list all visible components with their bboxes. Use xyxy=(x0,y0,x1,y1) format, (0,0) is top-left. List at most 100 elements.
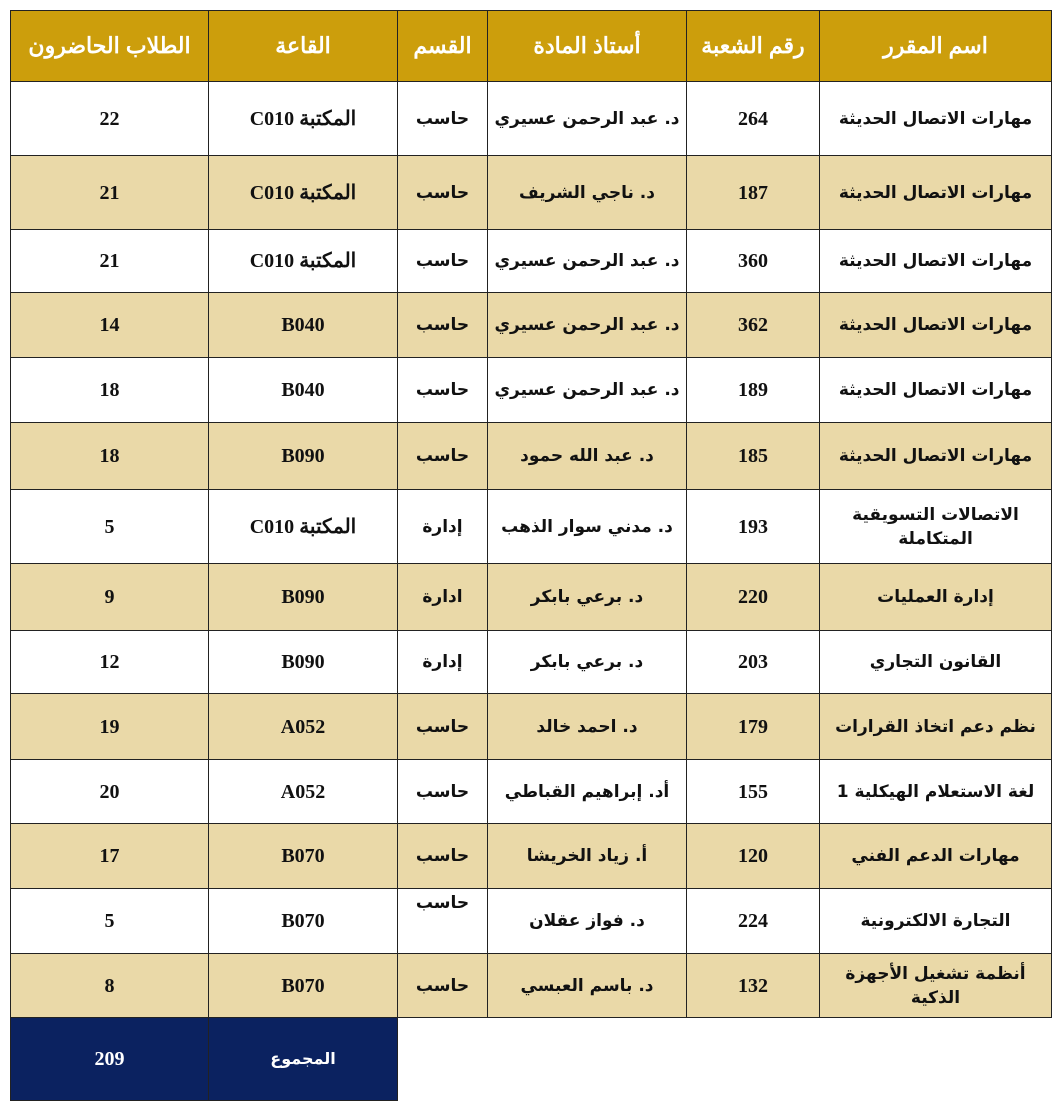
cell-section: 179 xyxy=(686,693,820,760)
cell-students: 5 xyxy=(10,489,209,564)
cell-students: 19 xyxy=(10,693,209,760)
cell-course: مهارات الاتصال الحديثة xyxy=(819,229,1052,293)
header-section: رقم الشعبة xyxy=(686,10,820,82)
cell-prof: د. عبد الله حمود xyxy=(487,422,687,490)
cell-students: 18 xyxy=(10,357,209,423)
cell-dept: حاسب xyxy=(397,229,488,293)
header-students: الطلاب الحاضرون xyxy=(10,10,209,82)
cell-course: مهارات الاتصال الحديثة xyxy=(819,155,1052,230)
cell-section: 264 xyxy=(686,81,820,156)
cell-prof: د. برعي بابكر xyxy=(487,630,687,694)
cell-course: مهارات الاتصال الحديثة xyxy=(819,81,1052,156)
cell-prof: د. احمد خالد xyxy=(487,693,687,760)
header-professor: أستاذ المادة xyxy=(487,10,687,82)
table-row: أنظمة تشغيل الأجهزة الذكية 132 د. باسم الع… xyxy=(10,953,1052,1018)
cell-prof: د. عبد الرحمن عسيري xyxy=(487,292,687,358)
cell-section: 187 xyxy=(686,155,820,230)
cell-prof: د. باسم العبسي xyxy=(487,953,687,1018)
cell-dept: حاسب xyxy=(397,759,488,824)
cell-course: مهارات الاتصال الحديثة xyxy=(819,357,1052,423)
cell-dept: حاسب xyxy=(397,81,488,156)
cell-dept: حاسب xyxy=(397,823,488,889)
cell-room: المكتبة C010 xyxy=(208,489,398,564)
table-row: التجارة الالكترونية 224 د. فواز عقلان حاسب B… xyxy=(10,888,1052,954)
cell-dept: ادارة xyxy=(397,563,488,631)
cell-dept: إدارة xyxy=(397,630,488,694)
cell-room: المكتبة C010 xyxy=(208,155,398,230)
header-row: اسم المقرر رقم الشعبة أستاذ المادة القسم الق… xyxy=(10,10,1052,82)
table-row: نظم دعم اتخاذ القرارات 179 د. احمد خالد حاس… xyxy=(10,693,1052,760)
cell-dept: حاسب xyxy=(397,155,488,230)
cell-room: B040 xyxy=(208,357,398,423)
cell-room: B070 xyxy=(208,888,398,954)
cell-students: 21 xyxy=(10,229,209,293)
table-row: الاتصالات التسويقية المتكاملة 193 د. مدني … xyxy=(10,489,1052,564)
cell-section: 189 xyxy=(686,357,820,423)
cell-course: مهارات الدعم الفني xyxy=(819,823,1052,889)
cell-dept: إدارة xyxy=(397,489,488,564)
cell-prof: أ. زياد الخريشا xyxy=(487,823,687,889)
cell-course: التجارة الالكترونية xyxy=(819,888,1052,954)
total-row: المجموع 209 xyxy=(10,1017,1052,1101)
table-row: إدارة العمليات 220 د. برعي بابكر ادارة B090 9 xyxy=(10,563,1052,631)
cell-students: 17 xyxy=(10,823,209,889)
attendance-table: اسم المقرر رقم الشعبة أستاذ المادة القسم الق… xyxy=(10,10,1052,1101)
cell-students: 22 xyxy=(10,81,209,156)
cell-room: A052 xyxy=(208,693,398,760)
cell-section: 203 xyxy=(686,630,820,694)
table-row: مهارات الاتصال الحديثة 185 د. عبد الله حمو… xyxy=(10,422,1052,490)
cell-course: لغة الاستعلام الهيكلية 1 xyxy=(819,759,1052,824)
table-row: مهارات الاتصال الحديثة 264 د. عبد الرحمن ع… xyxy=(10,81,1052,156)
cell-students: 9 xyxy=(10,563,209,631)
cell-course: مهارات الاتصال الحديثة xyxy=(819,292,1052,358)
cell-dept: حاسب xyxy=(397,422,488,490)
cell-course: الاتصالات التسويقية المتكاملة xyxy=(819,489,1052,564)
cell-section: 132 xyxy=(686,953,820,1018)
cell-section: 362 xyxy=(686,292,820,358)
cell-room: المكتبة C010 xyxy=(208,81,398,156)
table-row: لغة الاستعلام الهيكلية 1 155 أد. إبراهيم ا… xyxy=(10,759,1052,824)
cell-students: 14 xyxy=(10,292,209,358)
cell-dept: حاسب xyxy=(397,693,488,760)
header-room: القاعة xyxy=(208,10,398,82)
cell-section: 155 xyxy=(686,759,820,824)
table-row: القانون التجاري 203 د. برعي بابكر إدارة B090… xyxy=(10,630,1052,694)
cell-dept: حاسب xyxy=(397,357,488,423)
cell-room: B070 xyxy=(208,953,398,1018)
cell-room: B090 xyxy=(208,563,398,631)
cell-section: 193 xyxy=(686,489,820,564)
cell-course: أنظمة تشغيل الأجهزة الذكية xyxy=(819,953,1052,1018)
cell-room: المكتبة C010 xyxy=(208,229,398,293)
cell-dept: حاسب xyxy=(397,888,488,954)
cell-section: 224 xyxy=(686,888,820,954)
cell-students: 5 xyxy=(10,888,209,954)
cell-course: مهارات الاتصال الحديثة xyxy=(819,422,1052,490)
cell-section: 360 xyxy=(686,229,820,293)
cell-room: B040 xyxy=(208,292,398,358)
cell-course: القانون التجاري xyxy=(819,630,1052,694)
cell-room: B090 xyxy=(208,630,398,694)
cell-section: 120 xyxy=(686,823,820,889)
cell-course: إدارة العمليات xyxy=(819,563,1052,631)
cell-prof: د. برعي بابكر xyxy=(487,563,687,631)
table-row: مهارات الاتصال الحديثة 362 د. عبد الرحمن ع… xyxy=(10,292,1052,358)
table-row: مهارات الدعم الفني 120 أ. زياد الخريشا حاسب… xyxy=(10,823,1052,889)
cell-students: 20 xyxy=(10,759,209,824)
table-row: مهارات الاتصال الحديثة 360 د. عبد الرحمن ع… xyxy=(10,229,1052,293)
cell-room: A052 xyxy=(208,759,398,824)
blank-cell xyxy=(397,1017,1052,1101)
cell-section: 220 xyxy=(686,563,820,631)
cell-prof: د. عبد الرحمن عسيري xyxy=(487,357,687,423)
cell-students: 8 xyxy=(10,953,209,1018)
cell-prof: د. عبد الرحمن عسيري xyxy=(487,81,687,156)
total-value: 209 xyxy=(10,1017,209,1101)
cell-room: B070 xyxy=(208,823,398,889)
header-course: اسم المقرر xyxy=(819,10,1052,82)
table-row: مهارات الاتصال الحديثة 189 د. عبد الرحمن ع… xyxy=(10,357,1052,423)
total-label: المجموع xyxy=(208,1017,398,1101)
cell-students: 21 xyxy=(10,155,209,230)
cell-prof: د. فواز عقلان xyxy=(487,888,687,954)
cell-students: 18 xyxy=(10,422,209,490)
header-department: القسم xyxy=(397,10,488,82)
cell-students: 12 xyxy=(10,630,209,694)
